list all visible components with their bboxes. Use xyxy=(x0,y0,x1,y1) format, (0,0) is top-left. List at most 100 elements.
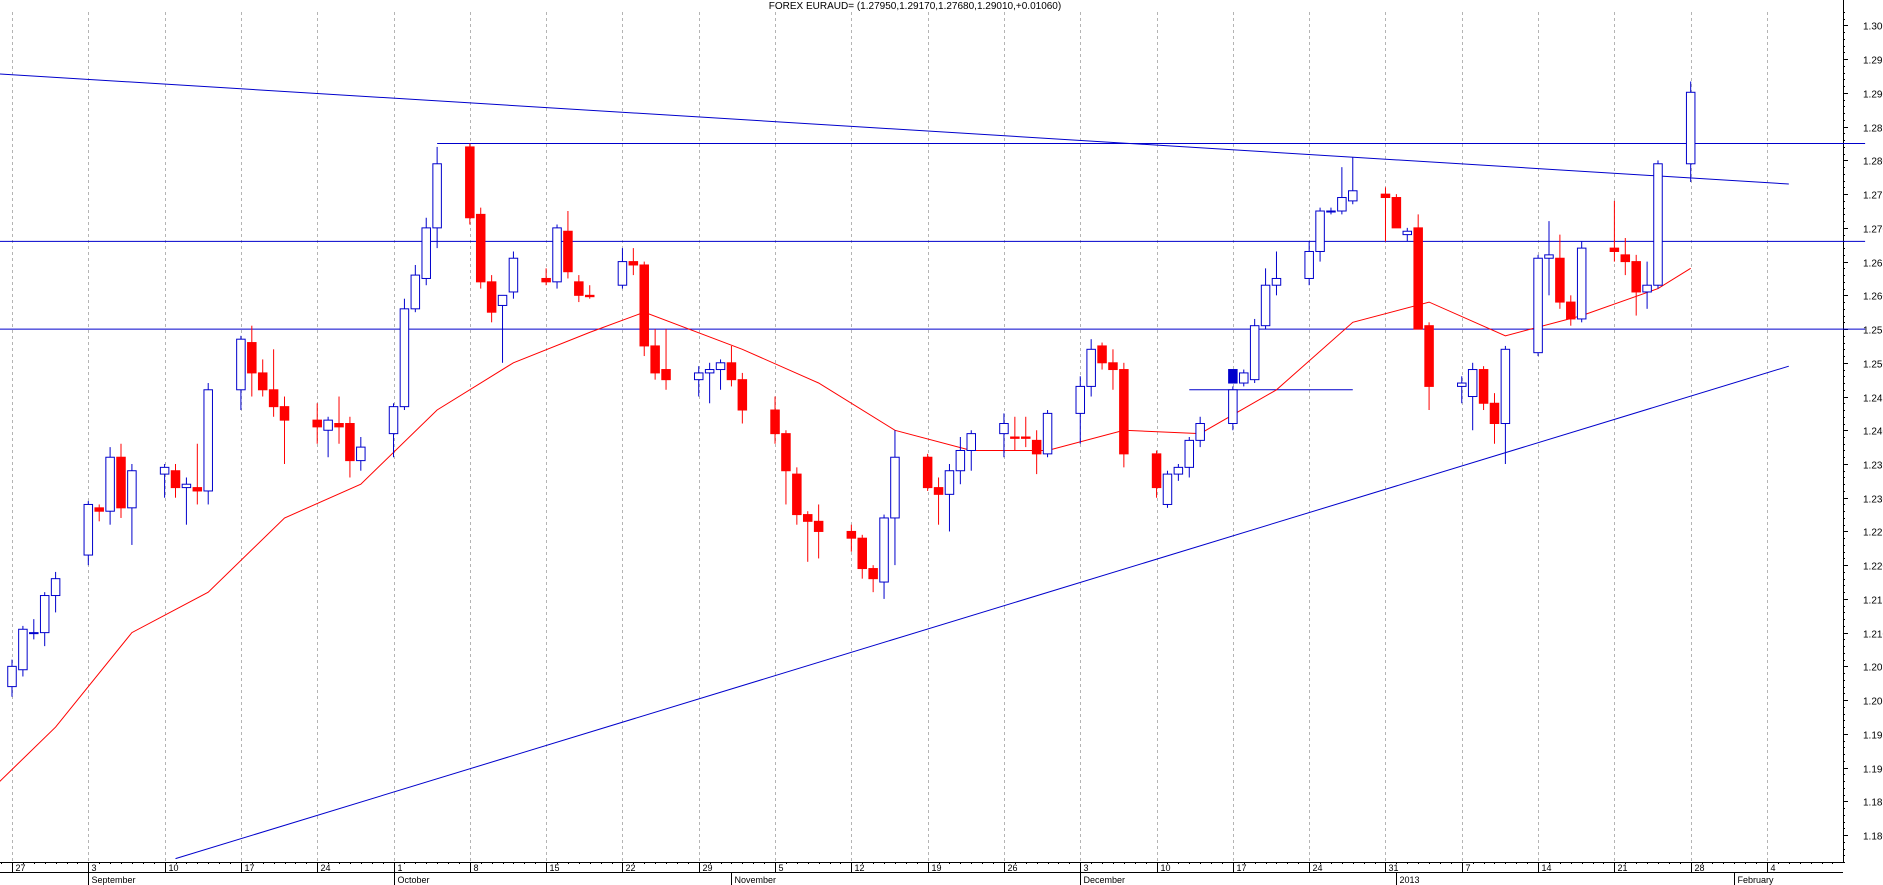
candle-body xyxy=(116,456,126,509)
candle-body xyxy=(1097,345,1107,364)
candle-body xyxy=(617,261,628,286)
candle-body xyxy=(628,261,639,266)
x-tick-label: 29 xyxy=(703,863,713,873)
candle-body xyxy=(922,456,933,489)
candle-body xyxy=(868,568,878,580)
candle-body xyxy=(50,578,61,597)
candle-body xyxy=(944,470,955,495)
x-tick-label: 21 xyxy=(1618,863,1628,873)
candle-body xyxy=(1609,247,1620,252)
y-tick-label: 1.255 xyxy=(1863,326,1883,337)
candle-body xyxy=(1533,257,1543,354)
y-tick-label: 1.295 xyxy=(1863,56,1883,67)
month-label: December xyxy=(1084,875,1126,885)
candle-body xyxy=(1260,284,1271,327)
x-tick-label: 3 xyxy=(92,863,97,873)
candle-body xyxy=(1042,412,1053,455)
candle-body xyxy=(159,466,170,475)
candle-body xyxy=(879,517,889,583)
candle-body xyxy=(1391,197,1402,229)
candle-body xyxy=(508,257,519,293)
candle-body xyxy=(356,446,366,462)
y-tick-label: 1.210 xyxy=(1863,630,1883,641)
chart-title: FOREX EURAUD= (1.27950,1.29170,1.27680,1… xyxy=(768,1,1062,12)
y-tick-label: 1.185 xyxy=(1863,798,1883,809)
candle-body xyxy=(693,372,704,381)
candle-body xyxy=(312,419,322,428)
candle-body xyxy=(203,389,213,492)
x-tick-label: 17 xyxy=(245,863,255,873)
y-tick-label: 1.240 xyxy=(1863,427,1883,438)
candle-body xyxy=(1021,436,1031,439)
candle-body xyxy=(1566,301,1576,320)
candle-body xyxy=(247,342,257,374)
x-tick-label: 28 xyxy=(1695,863,1705,873)
y-tick-label: 1.200 xyxy=(1863,697,1883,708)
x-tick-label: 10 xyxy=(169,863,179,873)
candle-body xyxy=(279,406,290,421)
y-tick-label: 1.230 xyxy=(1863,495,1883,506)
candle-body xyxy=(1457,382,1467,387)
y-tick-label: 1.225 xyxy=(1863,528,1883,539)
candle-body xyxy=(1500,348,1511,425)
x-tick-label: 4 xyxy=(1771,863,1776,873)
candle-body xyxy=(770,409,780,435)
y-tick-label: 1.190 xyxy=(1863,765,1883,776)
candle-body xyxy=(1467,369,1478,398)
candle-body xyxy=(465,146,475,219)
candle-body xyxy=(726,362,737,381)
candle-body xyxy=(432,163,442,229)
candle-body xyxy=(1304,250,1314,279)
candle-body xyxy=(1195,423,1205,441)
y-tick-label: 1.280 xyxy=(1863,157,1883,168)
x-tick-label: 12 xyxy=(855,863,865,873)
candle-body xyxy=(1249,325,1260,381)
candle-body xyxy=(83,503,94,556)
x-tick-label: 3 xyxy=(1084,863,1089,873)
month-label: October xyxy=(398,875,430,885)
candle-body xyxy=(552,227,562,283)
x-tick-label: 24 xyxy=(321,863,331,873)
candle-body xyxy=(1380,193,1391,199)
candle-body xyxy=(323,419,333,431)
candle-body xyxy=(399,308,410,408)
highlight-candle xyxy=(1228,369,1238,384)
candle-body xyxy=(257,372,268,391)
x-tick-label: 31 xyxy=(1389,863,1399,873)
y-tick-label: 1.270 xyxy=(1863,225,1883,236)
candle-body xyxy=(650,345,660,374)
candle-body xyxy=(802,514,813,522)
candle-body xyxy=(1337,197,1347,212)
x-tick-label: 24 xyxy=(1313,863,1323,873)
candle-body xyxy=(1239,372,1249,384)
y-tick-label: 1.275 xyxy=(1863,191,1883,202)
candle-body xyxy=(1544,254,1554,259)
candle-body xyxy=(1108,362,1118,371)
x-tick-label: 14 xyxy=(1542,863,1552,873)
candle-body xyxy=(1031,439,1042,455)
y-tick-label: 1.290 xyxy=(1863,90,1883,101)
candle-body xyxy=(345,423,355,462)
candle-body xyxy=(1151,453,1162,489)
candle-body xyxy=(1631,261,1641,293)
candle-body xyxy=(1424,325,1434,387)
candle-body xyxy=(1348,190,1358,202)
y-tick-label: 1.300 xyxy=(1863,22,1883,33)
candle-body xyxy=(661,369,671,381)
candle-body xyxy=(846,530,857,539)
candle-body xyxy=(1326,210,1336,213)
x-tick-label: 1 xyxy=(398,863,403,873)
candle-body xyxy=(170,470,181,489)
month-label: February xyxy=(1738,875,1775,885)
candle-body xyxy=(1315,210,1325,252)
candle-body xyxy=(704,369,715,374)
candle-body xyxy=(105,456,115,512)
candle-body xyxy=(334,423,344,428)
candle-body xyxy=(1271,277,1282,286)
candle-body xyxy=(236,338,246,391)
candle-body xyxy=(1413,227,1423,330)
candle-body xyxy=(999,423,1009,435)
candle-body xyxy=(792,473,802,516)
candle-body xyxy=(857,537,867,570)
candle-body xyxy=(39,595,50,634)
